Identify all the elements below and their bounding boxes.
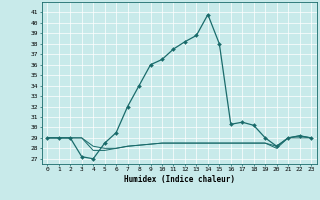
X-axis label: Humidex (Indice chaleur): Humidex (Indice chaleur): [124, 175, 235, 184]
